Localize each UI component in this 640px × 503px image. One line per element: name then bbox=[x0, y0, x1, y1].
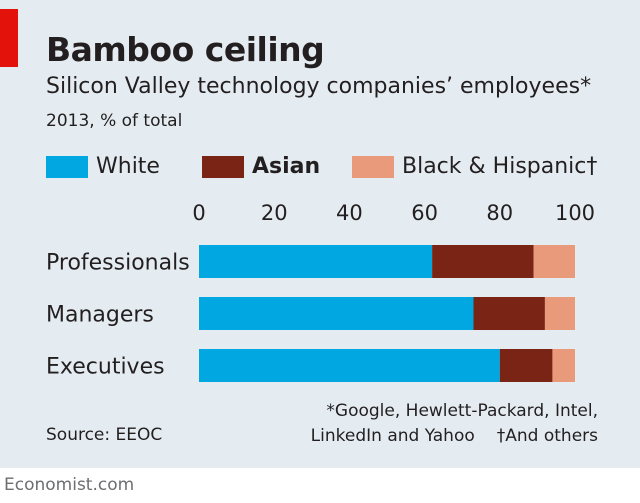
stacked-bar-chart: 0 20 40 60 80 100 Professionals Managers Execut… bbox=[46, 201, 595, 382]
bar-professionals-asian bbox=[432, 245, 534, 278]
footnote-line-2: LinkedIn and Yahoo †And others bbox=[311, 424, 598, 449]
legend-swatch-black-hispanic bbox=[352, 156, 394, 178]
x-tick-label: 40 bbox=[336, 201, 363, 225]
x-tick-label: 100 bbox=[555, 201, 595, 225]
footnote-others: †And others bbox=[496, 426, 598, 446]
x-tick-label: 80 bbox=[486, 201, 513, 225]
chart-unit: 2013, % of total bbox=[46, 111, 183, 131]
category-label-managers: Managers bbox=[46, 303, 154, 328]
legend-swatch-white bbox=[46, 156, 88, 178]
bar-professionals-white bbox=[199, 245, 433, 278]
x-tick-label: 20 bbox=[261, 201, 288, 225]
footnote-companies-cont: LinkedIn and Yahoo bbox=[310, 426, 475, 446]
bar-executives-asian bbox=[499, 349, 553, 382]
bar-professionals-black-hispanic bbox=[533, 245, 575, 278]
bar-managers-black-hispanic bbox=[544, 297, 575, 330]
chart-subtitle: Silicon Valley technology companies’ emp… bbox=[46, 74, 592, 99]
legend-label-asian: Asian bbox=[252, 154, 321, 179]
category-label-executives: Executives bbox=[46, 355, 165, 380]
bar-managers-asian bbox=[473, 297, 545, 330]
chart-title: Bamboo ceiling bbox=[46, 30, 325, 69]
legend-swatch-asian bbox=[202, 156, 244, 178]
economist-red-tab bbox=[0, 9, 18, 67]
economist-brand: Economist.com bbox=[4, 475, 135, 495]
source-note: Source: EEOC bbox=[46, 425, 163, 445]
footnote-companies: *Google, Hewlett-Packard, Intel, bbox=[326, 401, 598, 421]
bar-managers-white bbox=[199, 297, 474, 330]
bar-executives-white bbox=[199, 349, 500, 382]
category-label-professionals: Professionals bbox=[46, 251, 190, 276]
x-tick-label: 60 bbox=[411, 201, 438, 225]
chart-panel bbox=[0, 0, 640, 468]
legend-label-black-hispanic: Black & Hispanic† bbox=[402, 154, 598, 179]
legend-label-white: White bbox=[96, 154, 160, 179]
bar-executives-black-hispanic bbox=[552, 349, 575, 382]
x-tick-label: 0 bbox=[192, 201, 205, 225]
footnotes: *Google, Hewlett-Packard, Intel, LinkedI… bbox=[311, 399, 598, 449]
